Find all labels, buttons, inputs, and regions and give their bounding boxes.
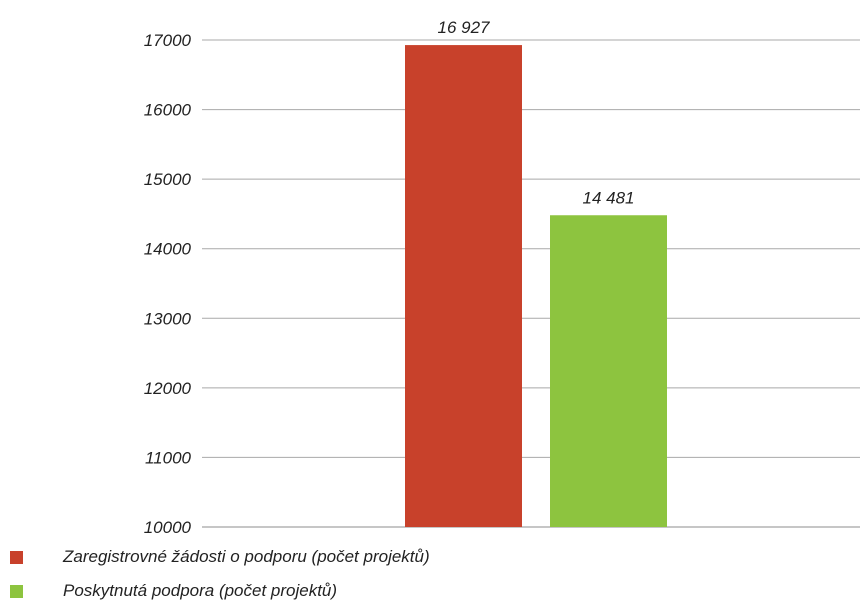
- y-tick-label-17000: 17000: [144, 31, 192, 50]
- y-tick-label-10000: 10000: [144, 518, 192, 537]
- legend-swatch-provided: [10, 584, 23, 598]
- gridlines: [202, 39, 860, 528]
- legend-item-provided: Poskytnutá podpora (počet projektů): [10, 574, 430, 608]
- data-label-1: 14 481: [583, 188, 635, 207]
- bar-1: [550, 215, 667, 527]
- data-labels: 16 927 14 481: [438, 18, 635, 207]
- data-label-0: 16 927: [438, 18, 491, 37]
- bar-0: [405, 45, 522, 528]
- legend-label-registered: Zaregistrovné žádosti o podporu (počet p…: [63, 547, 430, 566]
- legend-item-registered: Zaregistrovné žádosti o podporu (počet p…: [10, 540, 430, 574]
- legend: Zaregistrovné žádosti o podporu (počet p…: [10, 540, 430, 608]
- bars: [405, 45, 667, 528]
- y-tick-label-11000: 11000: [145, 448, 192, 467]
- y-tick-label-16000: 16000: [144, 101, 192, 120]
- y-tick-label-14000: 14000: [144, 240, 192, 259]
- y-tick-label-13000: 13000: [144, 309, 192, 328]
- y-tick-label-12000: 12000: [144, 379, 192, 398]
- y-tick-label-15000: 15000: [144, 170, 192, 189]
- legend-label-provided: Poskytnutá podpora (počet projektů): [63, 581, 338, 600]
- y-axis-ticks: 10000 11000 12000 13000 14000 15000 16000 17000: [144, 31, 192, 537]
- legend-swatch-registered: [10, 550, 23, 564]
